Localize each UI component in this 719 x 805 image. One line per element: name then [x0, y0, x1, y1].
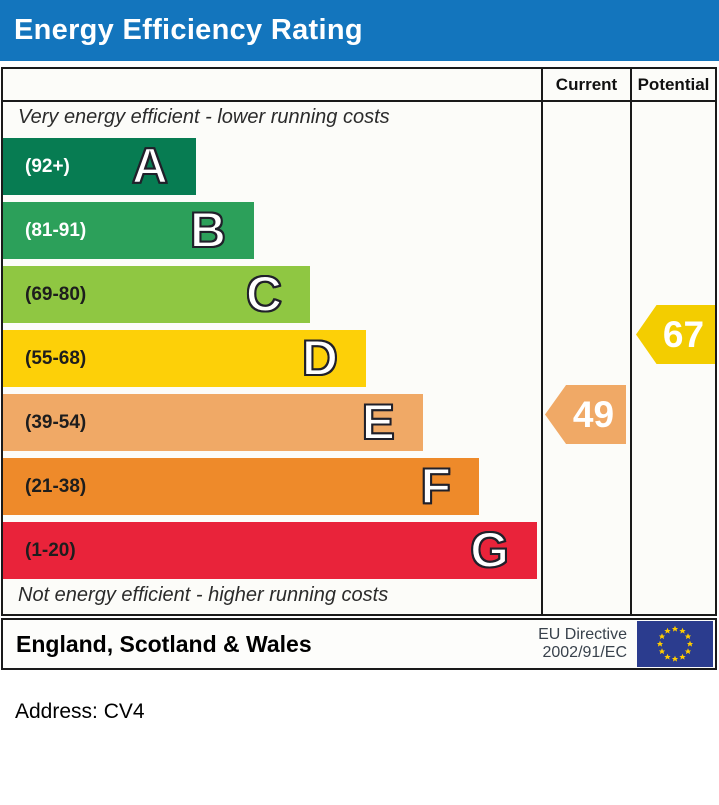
page-title: Energy Efficiency Rating — [14, 14, 363, 46]
potential-column-divider — [630, 69, 632, 614]
band-g-range: (1-20) — [25, 539, 76, 561]
current-rating-marker: 49 — [545, 385, 626, 444]
band-f: (21-38) F — [3, 457, 479, 515]
column-header-potential: Potential — [637, 75, 710, 94]
current-rating-value: 49 — [572, 393, 615, 435]
band-g-letter: G — [469, 521, 510, 579]
eu-directive-label: EU Directive 2002/91/EC — [538, 626, 627, 662]
band-e-range: (39-54) — [25, 411, 87, 433]
band-b-range: (81-91) — [25, 219, 87, 241]
band-f-letter: F — [419, 457, 452, 515]
band-c-range: (69-80) — [25, 283, 87, 305]
eu-flag-icon — [637, 621, 713, 667]
potential-rating-marker: 67 — [636, 305, 715, 364]
band-b: (81-91) B — [3, 201, 254, 259]
eu-directive-line1: EU Directive — [538, 626, 627, 643]
energy-rating-chart: Current Potential Very energy efficient … — [1, 67, 717, 616]
band-g: (1-20) G — [3, 521, 537, 579]
current-column-divider — [541, 69, 543, 614]
address-line: Address: CV4 — [15, 700, 145, 723]
header-row-divider — [3, 100, 715, 102]
band-d-letter: D — [301, 329, 339, 387]
region-label: England, Scotland & Wales — [16, 630, 312, 657]
potential-rating-value: 67 — [662, 313, 705, 355]
band-e-letter: E — [361, 393, 396, 451]
band-a: (92+) A — [3, 137, 196, 195]
band-d-range: (55-68) — [25, 347, 87, 369]
column-header-current: Current — [555, 75, 618, 94]
band-e: (39-54) E — [3, 393, 423, 451]
bottom-note: Not energy efficient - higher running co… — [18, 584, 389, 606]
band-a-range: (92+) — [25, 155, 70, 177]
band-f-range: (21-38) — [25, 475, 87, 497]
top-note: Very energy efficient - lower running co… — [18, 106, 390, 128]
title-bar: Energy Efficiency Rating — [0, 0, 719, 61]
band-c: (69-80) C — [3, 265, 310, 323]
band-d: (55-68) D — [3, 329, 366, 387]
band-c-letter: C — [245, 265, 283, 323]
eu-directive-line2: 2002/91/EC — [542, 644, 627, 661]
band-b-letter: B — [189, 201, 227, 259]
band-a-letter: A — [131, 137, 169, 195]
footer-bar: England, Scotland & Wales EU Directive 2… — [1, 618, 717, 670]
